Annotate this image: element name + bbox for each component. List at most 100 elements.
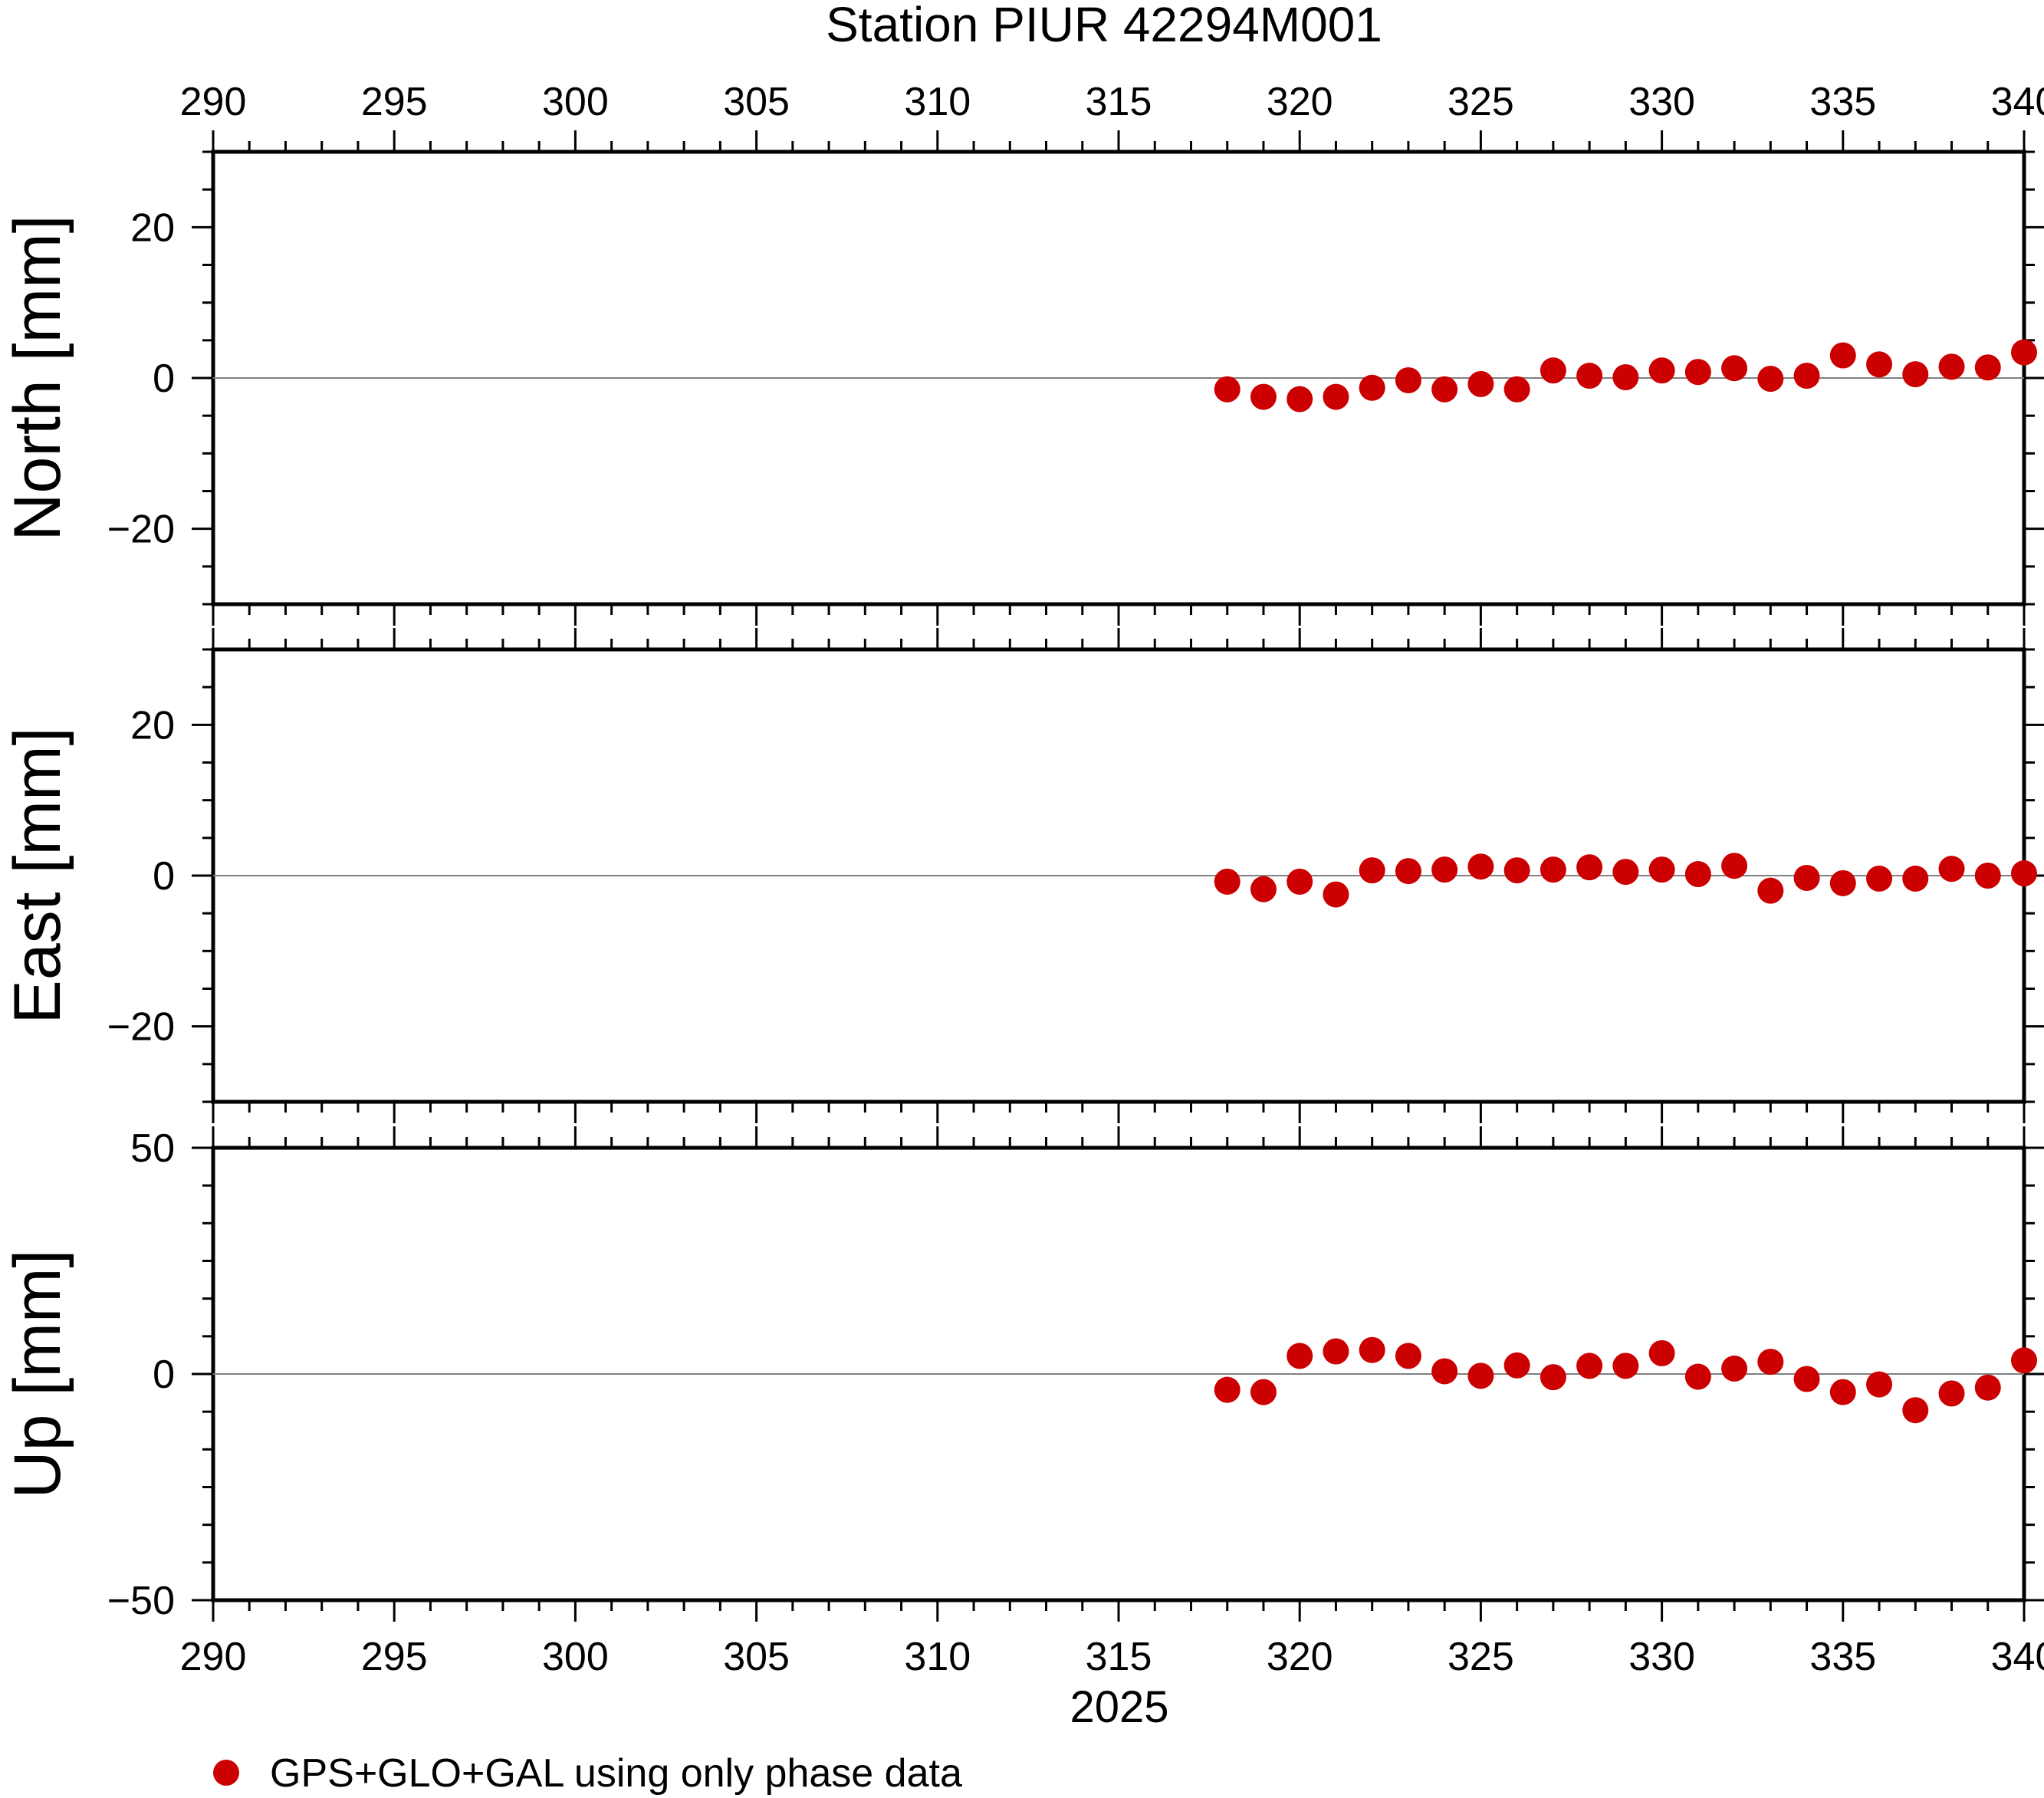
data-point [2011,860,2037,887]
y-tick-label: 0 [153,357,175,401]
y-tick-label: 20 [130,703,175,748]
data-point [1431,376,1458,403]
bottom-x-tick-label: 295 [361,1635,428,1679]
data-point [1684,861,1711,888]
data-point [1395,367,1421,393]
legend: GPS+GLO+GAL using only phase data [213,1751,962,1796]
data-point [1287,1343,1313,1369]
data-point [1684,1363,1711,1390]
data-point [1866,351,1893,378]
data-point [1793,363,1820,390]
top-x-tick-label: 330 [1628,80,1695,124]
x-axis-label: 2025 [1070,1682,1168,1732]
bottom-x-tick-label: 300 [542,1635,609,1679]
data-point [1612,364,1639,391]
data-point [1214,376,1241,403]
data-point [1250,1379,1277,1405]
bottom-x-tick-label: 325 [1448,1635,1514,1679]
data-point [1395,858,1421,885]
data-point [1684,359,1711,386]
data-point [1287,386,1313,413]
data-point [1323,383,1349,410]
data-point [1866,865,1893,892]
y-tick-label: −50 [107,1579,175,1623]
data-point [1902,865,1929,892]
data-point [1359,1336,1385,1363]
data-point [2011,1347,2037,1374]
data-point [1648,1339,1675,1366]
data-point [1214,1376,1241,1403]
data-point [1467,1362,1494,1389]
data-point [1829,342,1856,369]
bottom-x-tick-label: 330 [1628,1635,1695,1679]
y-tick-label: 0 [153,1353,175,1397]
data-point [1938,1380,1965,1407]
data-point [1648,357,1675,384]
data-point [1503,376,1530,403]
data-point [1467,370,1494,397]
data-point [1395,1343,1421,1369]
top-x-tick-label: 300 [542,80,609,124]
data-point [1323,881,1349,908]
data-point [1287,868,1313,895]
bottom-x-tick-label: 340 [1991,1635,2044,1679]
data-point [1902,1397,1929,1424]
panel-east: −20 0 20 East [mm] [1,628,2044,1123]
data-point [1648,856,1675,883]
top-x-tick-label: 295 [361,80,428,124]
data-point [1576,363,1603,390]
data-point [1757,877,1784,904]
data-point [1757,365,1784,392]
data-point [1359,857,1385,884]
data-point [1974,1374,2001,1401]
y-tick-label: −20 [107,508,175,552]
data-point [1974,354,2001,381]
data-point [1576,1353,1603,1379]
data-point [1323,1338,1349,1365]
top-x-tick-label: 315 [1086,80,1152,124]
data-point [1250,383,1277,410]
bottom-x-tick-label: 315 [1086,1635,1152,1679]
bottom-x-tick-label: 335 [1809,1635,1876,1679]
top-x-tick-label: 325 [1448,80,1514,124]
data-point [1721,355,1748,382]
data-point [1829,869,1856,896]
data-point [1612,859,1639,886]
legend-marker [213,1760,239,1786]
data-point [1829,1379,1856,1405]
top-x-tick-label: 320 [1267,80,1333,124]
panel-up: −50 0 50 Up [mm] [1,1126,2044,1623]
top-x-tick-label: 290 [180,80,247,124]
y-tick-label: −20 [107,1005,175,1050]
data-point [1938,353,1965,380]
bottom-x-tick-label: 320 [1267,1635,1333,1679]
data-point [1503,857,1530,884]
bottom-x-tick-label: 310 [904,1635,971,1679]
data-point [1902,361,1929,388]
data-point [1540,856,1566,883]
data-point [1214,868,1241,895]
data-point [1974,863,2001,889]
y-axis-label: East [mm] [1,727,74,1024]
panel-north: −20 0 20 North [mm] [1,130,2044,626]
data-point [1721,853,1748,879]
y-tick-label: 20 [130,205,175,250]
data-point [1757,1349,1784,1376]
y-tick-label: 0 [153,854,175,899]
top-x-tick-label: 335 [1809,80,1876,124]
top-x-axis: 290 295 300 305 310 315 320 325 330 335 340 [180,80,2044,124]
top-x-tick-label: 340 [1991,80,2044,124]
data-point [1793,1366,1820,1392]
chart-title: Station PIUR 42294M001 [826,0,1382,52]
data-point [2011,339,2037,366]
data-point [1866,1371,1893,1398]
data-point [1938,856,1965,883]
bottom-x-tick-label: 290 [180,1635,247,1679]
y-axis-label: Up [mm] [1,1250,74,1499]
data-point [1431,856,1458,883]
data-point [1467,853,1494,880]
legend-label: GPS+GLO+GAL using only phase data [270,1751,962,1796]
y-axis-label: North [mm] [1,215,74,541]
bottom-x-tick-label: 305 [723,1635,790,1679]
